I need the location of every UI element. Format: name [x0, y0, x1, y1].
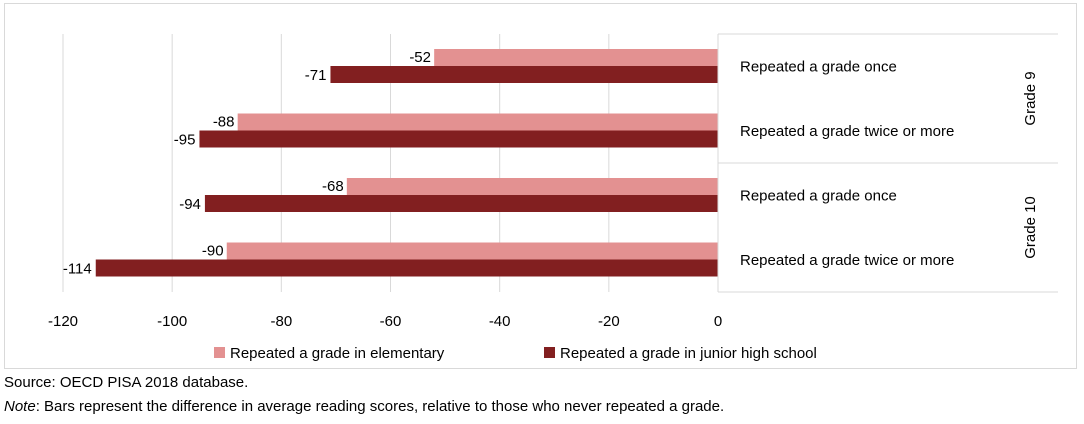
legend-label: Repeated a grade in junior high school: [560, 345, 817, 362]
x-tick-label: -40: [489, 313, 511, 330]
bar-elementary: [434, 49, 718, 66]
note: Note: Bars represent the difference in a…: [4, 398, 724, 416]
source-note: Source: OECD PISA 2018 database.: [4, 374, 248, 392]
bar-chart: -52 -71 -88 -95 -68 -94 -90 -114 -120 -100 -80 -60…: [48, 33, 1058, 362]
x-tick-label: -20: [598, 313, 620, 330]
bar-junior-high: [204, 195, 718, 212]
data-label-elementary: -88: [213, 114, 235, 131]
category-label: Repeated a grade twice or more: [740, 123, 954, 140]
category-label: Repeated a grade twice or more: [740, 252, 954, 269]
data-label-junior-high: -94: [179, 196, 201, 213]
bar-junior-high: [330, 66, 718, 83]
bar-junior-high: [199, 130, 719, 148]
bar-elementary: [226, 242, 718, 260]
note-text: : Bars represent the difference in avera…: [35, 398, 725, 415]
legend-swatch: [544, 347, 555, 358]
data-label-junior-high: -71: [305, 67, 327, 84]
bar-elementary: [346, 178, 718, 195]
category-axis: Grade 9 Repeated a grade once Repeated a g…: [717, 33, 1058, 293]
group-label: Grade 10: [1022, 196, 1039, 259]
data-labels: -52 -71 -88 -95 -68 -94 -90 -114: [63, 49, 431, 278]
data-label-elementary: -68: [322, 178, 344, 195]
x-tick-label: -100: [157, 313, 187, 330]
bars: [95, 49, 719, 277]
bar-elementary: [237, 113, 718, 131]
x-tick-label: -80: [270, 313, 292, 330]
group-label: Grade 9: [1022, 71, 1039, 125]
data-label-elementary: -52: [409, 49, 431, 66]
data-label-junior-high: -114: [63, 261, 92, 278]
x-tick-label: 0: [714, 313, 722, 330]
x-axis-ticks: -120 -100 -80 -60 -40 -20 0: [48, 313, 722, 330]
chart-frame: [4, 3, 1077, 369]
x-tick-label: -120: [48, 313, 78, 330]
legend-label: Repeated a grade in elementary: [230, 345, 445, 362]
data-label-elementary: -90: [202, 243, 224, 260]
legend: Repeated a grade in elementary Repeated a…: [214, 345, 817, 362]
x-tick-label: -60: [380, 313, 402, 330]
legend-swatch: [214, 347, 225, 358]
category-label: Repeated a grade once: [740, 58, 897, 75]
bar-junior-high: [95, 259, 718, 277]
data-label-junior-high: -95: [174, 132, 196, 149]
note-label: Note: [4, 398, 36, 415]
source-text: Source: OECD PISA 2018 database.: [4, 374, 249, 391]
category-label: Repeated a grade once: [740, 187, 897, 204]
